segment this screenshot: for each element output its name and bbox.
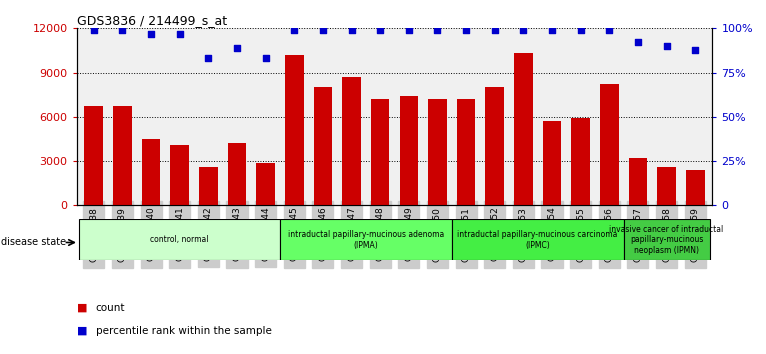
- Point: [546, 27, 558, 33]
- Bar: [280, 219, 452, 260]
- Text: control, normal: control, normal: [150, 235, 209, 244]
- Bar: [113, 107, 132, 205]
- Point: [660, 43, 673, 49]
- Point: [145, 31, 157, 36]
- Point: [632, 40, 644, 45]
- Text: intraductal papillary-mucinous carcinoma
(IPMC): intraductal papillary-mucinous carcinoma…: [457, 230, 618, 250]
- Text: disease state: disease state: [1, 238, 66, 247]
- Bar: [199, 167, 218, 205]
- Point: [116, 27, 129, 33]
- Point: [345, 27, 358, 33]
- Bar: [600, 84, 619, 205]
- Point: [517, 27, 529, 33]
- Bar: [285, 55, 303, 205]
- Bar: [257, 162, 275, 205]
- Point: [374, 27, 386, 33]
- Bar: [371, 99, 389, 205]
- Point: [431, 27, 444, 33]
- Bar: [457, 99, 476, 205]
- Point: [260, 56, 272, 61]
- Point: [689, 47, 702, 52]
- Text: ■: ■: [77, 326, 87, 336]
- Bar: [542, 121, 561, 205]
- Point: [317, 27, 329, 33]
- Point: [174, 31, 186, 36]
- Bar: [84, 107, 103, 205]
- Bar: [400, 96, 418, 205]
- Point: [603, 27, 615, 33]
- Bar: [514, 53, 532, 205]
- Point: [574, 27, 587, 33]
- Bar: [142, 139, 160, 205]
- Bar: [342, 77, 361, 205]
- Text: intraductal papillary-mucinous adenoma
(IPMA): intraductal papillary-mucinous adenoma (…: [288, 230, 444, 250]
- Point: [288, 27, 300, 33]
- Bar: [686, 170, 705, 205]
- Point: [202, 56, 214, 61]
- Text: ■: ■: [77, 303, 87, 313]
- Point: [489, 27, 501, 33]
- Text: count: count: [96, 303, 126, 313]
- Bar: [486, 87, 504, 205]
- Bar: [228, 143, 247, 205]
- Bar: [80, 219, 280, 260]
- Point: [403, 27, 415, 33]
- Bar: [170, 145, 189, 205]
- Bar: [313, 87, 332, 205]
- Point: [460, 27, 472, 33]
- Bar: [428, 99, 447, 205]
- Text: GDS3836 / 214499_s_at: GDS3836 / 214499_s_at: [77, 14, 227, 27]
- Bar: [452, 219, 624, 260]
- Bar: [624, 219, 709, 260]
- Bar: [657, 167, 676, 205]
- Point: [231, 45, 243, 51]
- Text: percentile rank within the sample: percentile rank within the sample: [96, 326, 272, 336]
- Text: invasive cancer of intraductal
papillary-mucinous
neoplasm (IPMN): invasive cancer of intraductal papillary…: [610, 225, 724, 255]
- Bar: [629, 158, 647, 205]
- Point: [87, 27, 100, 33]
- Bar: [571, 118, 590, 205]
